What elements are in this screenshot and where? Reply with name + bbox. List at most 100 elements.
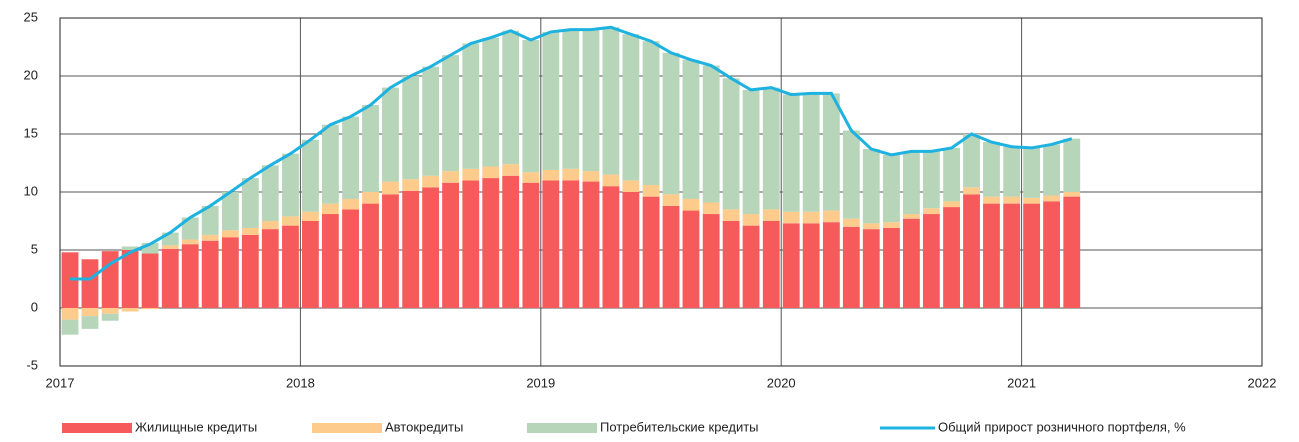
bar — [883, 154, 900, 223]
bar — [642, 196, 660, 308]
bar — [582, 29, 600, 172]
y-tick-label: 10 — [24, 183, 38, 198]
bar — [742, 214, 760, 226]
legend-swatch — [527, 423, 597, 433]
bar — [141, 253, 159, 308]
bar — [822, 222, 840, 308]
bar — [602, 174, 620, 187]
bar — [522, 182, 540, 308]
bar — [943, 147, 960, 202]
bar — [983, 203, 1000, 308]
plot-border — [59, 17, 1263, 367]
bar — [702, 214, 720, 308]
bar — [402, 76, 420, 180]
bar — [522, 172, 540, 183]
bar — [422, 66, 440, 176]
bar — [382, 87, 399, 182]
x-tick-label: 2017 — [46, 375, 75, 390]
bar — [822, 93, 840, 211]
bar — [302, 221, 319, 308]
bar — [261, 229, 279, 308]
bar — [1003, 146, 1021, 197]
bar — [201, 240, 219, 308]
x-tick-label: 2020 — [767, 375, 796, 390]
bar — [121, 250, 139, 308]
bar — [662, 194, 680, 206]
bar — [822, 210, 840, 223]
bar — [482, 178, 500, 308]
bar — [402, 190, 420, 308]
y-tick-label: 20 — [24, 67, 38, 82]
bar — [382, 194, 399, 308]
bar — [121, 308, 139, 312]
bar — [482, 166, 500, 179]
bar — [542, 169, 560, 181]
bar — [261, 221, 279, 230]
bar — [261, 165, 279, 221]
bar — [201, 205, 219, 235]
bar — [682, 210, 700, 308]
bar — [682, 59, 700, 199]
bar — [1063, 138, 1081, 192]
bar — [922, 208, 940, 215]
bar — [282, 216, 299, 226]
bar — [321, 124, 339, 204]
bar — [1043, 201, 1060, 308]
bar — [241, 227, 259, 235]
bar — [562, 29, 580, 169]
bar — [742, 89, 760, 215]
bar — [442, 182, 459, 308]
bar — [482, 37, 500, 167]
bar — [602, 27, 620, 175]
bar — [302, 139, 319, 212]
bar — [362, 203, 379, 308]
bar — [682, 198, 700, 211]
bar — [302, 211, 319, 221]
bar — [762, 209, 780, 221]
bar — [622, 180, 640, 192]
bar — [141, 243, 159, 254]
legend-label: Жилищные кредиты — [135, 419, 257, 434]
bar — [943, 201, 960, 208]
bar — [782, 223, 800, 308]
bar — [722, 221, 740, 308]
bar — [221, 237, 239, 308]
bar — [61, 252, 79, 308]
bar — [1003, 203, 1021, 308]
bar — [862, 149, 880, 224]
bar — [622, 192, 640, 308]
bar — [662, 205, 680, 308]
bar — [321, 203, 339, 215]
bar — [842, 130, 860, 219]
bar — [502, 175, 520, 308]
bar — [722, 209, 740, 221]
x-tick-label: 2018 — [286, 375, 315, 390]
bar — [963, 134, 980, 188]
bar — [883, 227, 900, 308]
bar — [1043, 144, 1060, 196]
bar — [81, 308, 99, 317]
y-tick-label: 25 — [24, 9, 38, 24]
bar — [502, 30, 520, 165]
bar — [101, 313, 119, 321]
bar — [81, 316, 99, 329]
bar — [963, 187, 980, 195]
bar — [642, 41, 660, 186]
bar — [883, 222, 900, 228]
bar — [121, 246, 139, 250]
bar — [241, 178, 259, 228]
y-tick-label: 0 — [31, 299, 38, 314]
bar — [702, 202, 720, 215]
bar — [983, 196, 1000, 204]
bar — [362, 105, 379, 192]
bar — [161, 245, 179, 249]
legend-label: Потребительские кредиты — [600, 419, 759, 434]
bar — [101, 308, 119, 314]
bar — [342, 198, 359, 210]
bar — [922, 151, 940, 209]
bar — [842, 218, 860, 227]
bar — [1023, 203, 1041, 308]
bar — [602, 186, 620, 308]
x-tick-label: 2022 — [1248, 375, 1277, 390]
bar — [542, 180, 560, 308]
